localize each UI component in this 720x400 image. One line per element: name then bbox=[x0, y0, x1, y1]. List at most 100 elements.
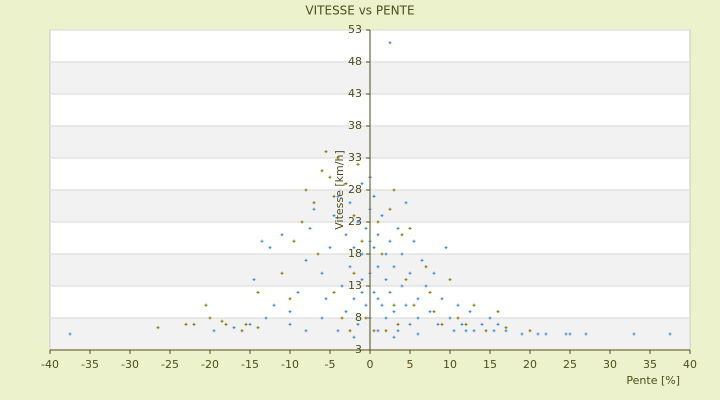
point bbox=[352, 335, 356, 339]
point bbox=[420, 258, 424, 262]
point bbox=[288, 322, 292, 326]
point bbox=[372, 290, 376, 294]
point bbox=[392, 265, 396, 269]
point bbox=[460, 322, 464, 326]
point bbox=[68, 332, 72, 336]
point bbox=[352, 271, 356, 275]
point bbox=[384, 316, 388, 320]
point bbox=[324, 297, 328, 301]
point bbox=[212, 329, 216, 333]
point bbox=[340, 316, 344, 320]
point bbox=[440, 297, 444, 301]
point bbox=[464, 322, 468, 326]
point bbox=[336, 329, 340, 333]
point bbox=[404, 278, 408, 282]
point bbox=[272, 303, 276, 307]
point bbox=[352, 214, 356, 218]
x-tick-label: -30 bbox=[121, 358, 139, 371]
point bbox=[388, 41, 392, 45]
point bbox=[352, 246, 356, 250]
point bbox=[264, 316, 268, 320]
y-tick-label: 43 bbox=[348, 87, 362, 100]
y-tick-label: 8 bbox=[355, 311, 362, 324]
point bbox=[372, 194, 376, 198]
point bbox=[320, 316, 324, 320]
point bbox=[404, 303, 408, 307]
point bbox=[392, 188, 396, 192]
point bbox=[496, 310, 500, 314]
y-tick-label: 48 bbox=[348, 55, 362, 68]
point bbox=[416, 316, 420, 320]
point bbox=[336, 194, 340, 198]
point bbox=[376, 220, 380, 224]
point bbox=[472, 303, 476, 307]
point bbox=[344, 310, 348, 314]
point bbox=[280, 271, 284, 275]
point bbox=[304, 188, 308, 192]
point bbox=[384, 278, 388, 282]
point bbox=[488, 316, 492, 320]
point bbox=[244, 322, 248, 326]
point bbox=[324, 150, 328, 154]
point bbox=[428, 290, 432, 294]
point bbox=[328, 175, 332, 179]
point bbox=[360, 290, 364, 294]
x-tick-label: -10 bbox=[281, 358, 299, 371]
point bbox=[348, 265, 352, 269]
y-tick-label: 38 bbox=[348, 119, 362, 132]
point bbox=[360, 182, 364, 186]
point bbox=[392, 310, 396, 314]
point bbox=[336, 156, 340, 160]
point bbox=[312, 207, 316, 211]
point bbox=[376, 233, 380, 237]
point bbox=[392, 303, 396, 307]
point bbox=[256, 290, 260, 294]
point bbox=[288, 310, 292, 314]
point bbox=[332, 290, 336, 294]
point bbox=[184, 322, 188, 326]
point bbox=[380, 214, 384, 218]
x-tick-label: 0 bbox=[367, 358, 374, 371]
point bbox=[328, 246, 332, 250]
x-tick-label: -20 bbox=[201, 358, 219, 371]
point bbox=[356, 162, 360, 166]
point bbox=[260, 239, 264, 243]
point bbox=[388, 207, 392, 211]
point bbox=[344, 182, 348, 186]
point bbox=[364, 303, 368, 307]
point bbox=[364, 226, 368, 230]
x-tick-label: 30 bbox=[603, 358, 617, 371]
point bbox=[304, 258, 308, 262]
point bbox=[376, 297, 380, 301]
x-axis-title: Pente [%] bbox=[626, 374, 680, 387]
point bbox=[256, 326, 260, 330]
point bbox=[468, 310, 472, 314]
point bbox=[448, 278, 452, 282]
point bbox=[456, 316, 460, 320]
point bbox=[372, 329, 376, 333]
x-tick-label: -5 bbox=[325, 358, 336, 371]
y-tick-label: 23 bbox=[348, 215, 362, 228]
point bbox=[400, 252, 404, 256]
point bbox=[492, 329, 496, 333]
point bbox=[356, 220, 360, 224]
point bbox=[316, 252, 320, 256]
point bbox=[388, 290, 392, 294]
point bbox=[564, 332, 568, 336]
point bbox=[340, 284, 344, 288]
y-tick-label: 18 bbox=[348, 247, 362, 260]
point bbox=[428, 310, 432, 314]
point bbox=[396, 226, 400, 230]
x-tick-label: -15 bbox=[241, 358, 259, 371]
y-tick-label: 33 bbox=[348, 151, 362, 164]
point bbox=[376, 265, 380, 269]
point bbox=[408, 226, 412, 230]
point bbox=[504, 329, 508, 333]
point bbox=[424, 265, 428, 269]
point bbox=[396, 322, 400, 326]
point bbox=[480, 322, 484, 326]
point bbox=[528, 329, 532, 333]
point bbox=[400, 233, 404, 237]
x-tick-label: -35 bbox=[81, 358, 99, 371]
